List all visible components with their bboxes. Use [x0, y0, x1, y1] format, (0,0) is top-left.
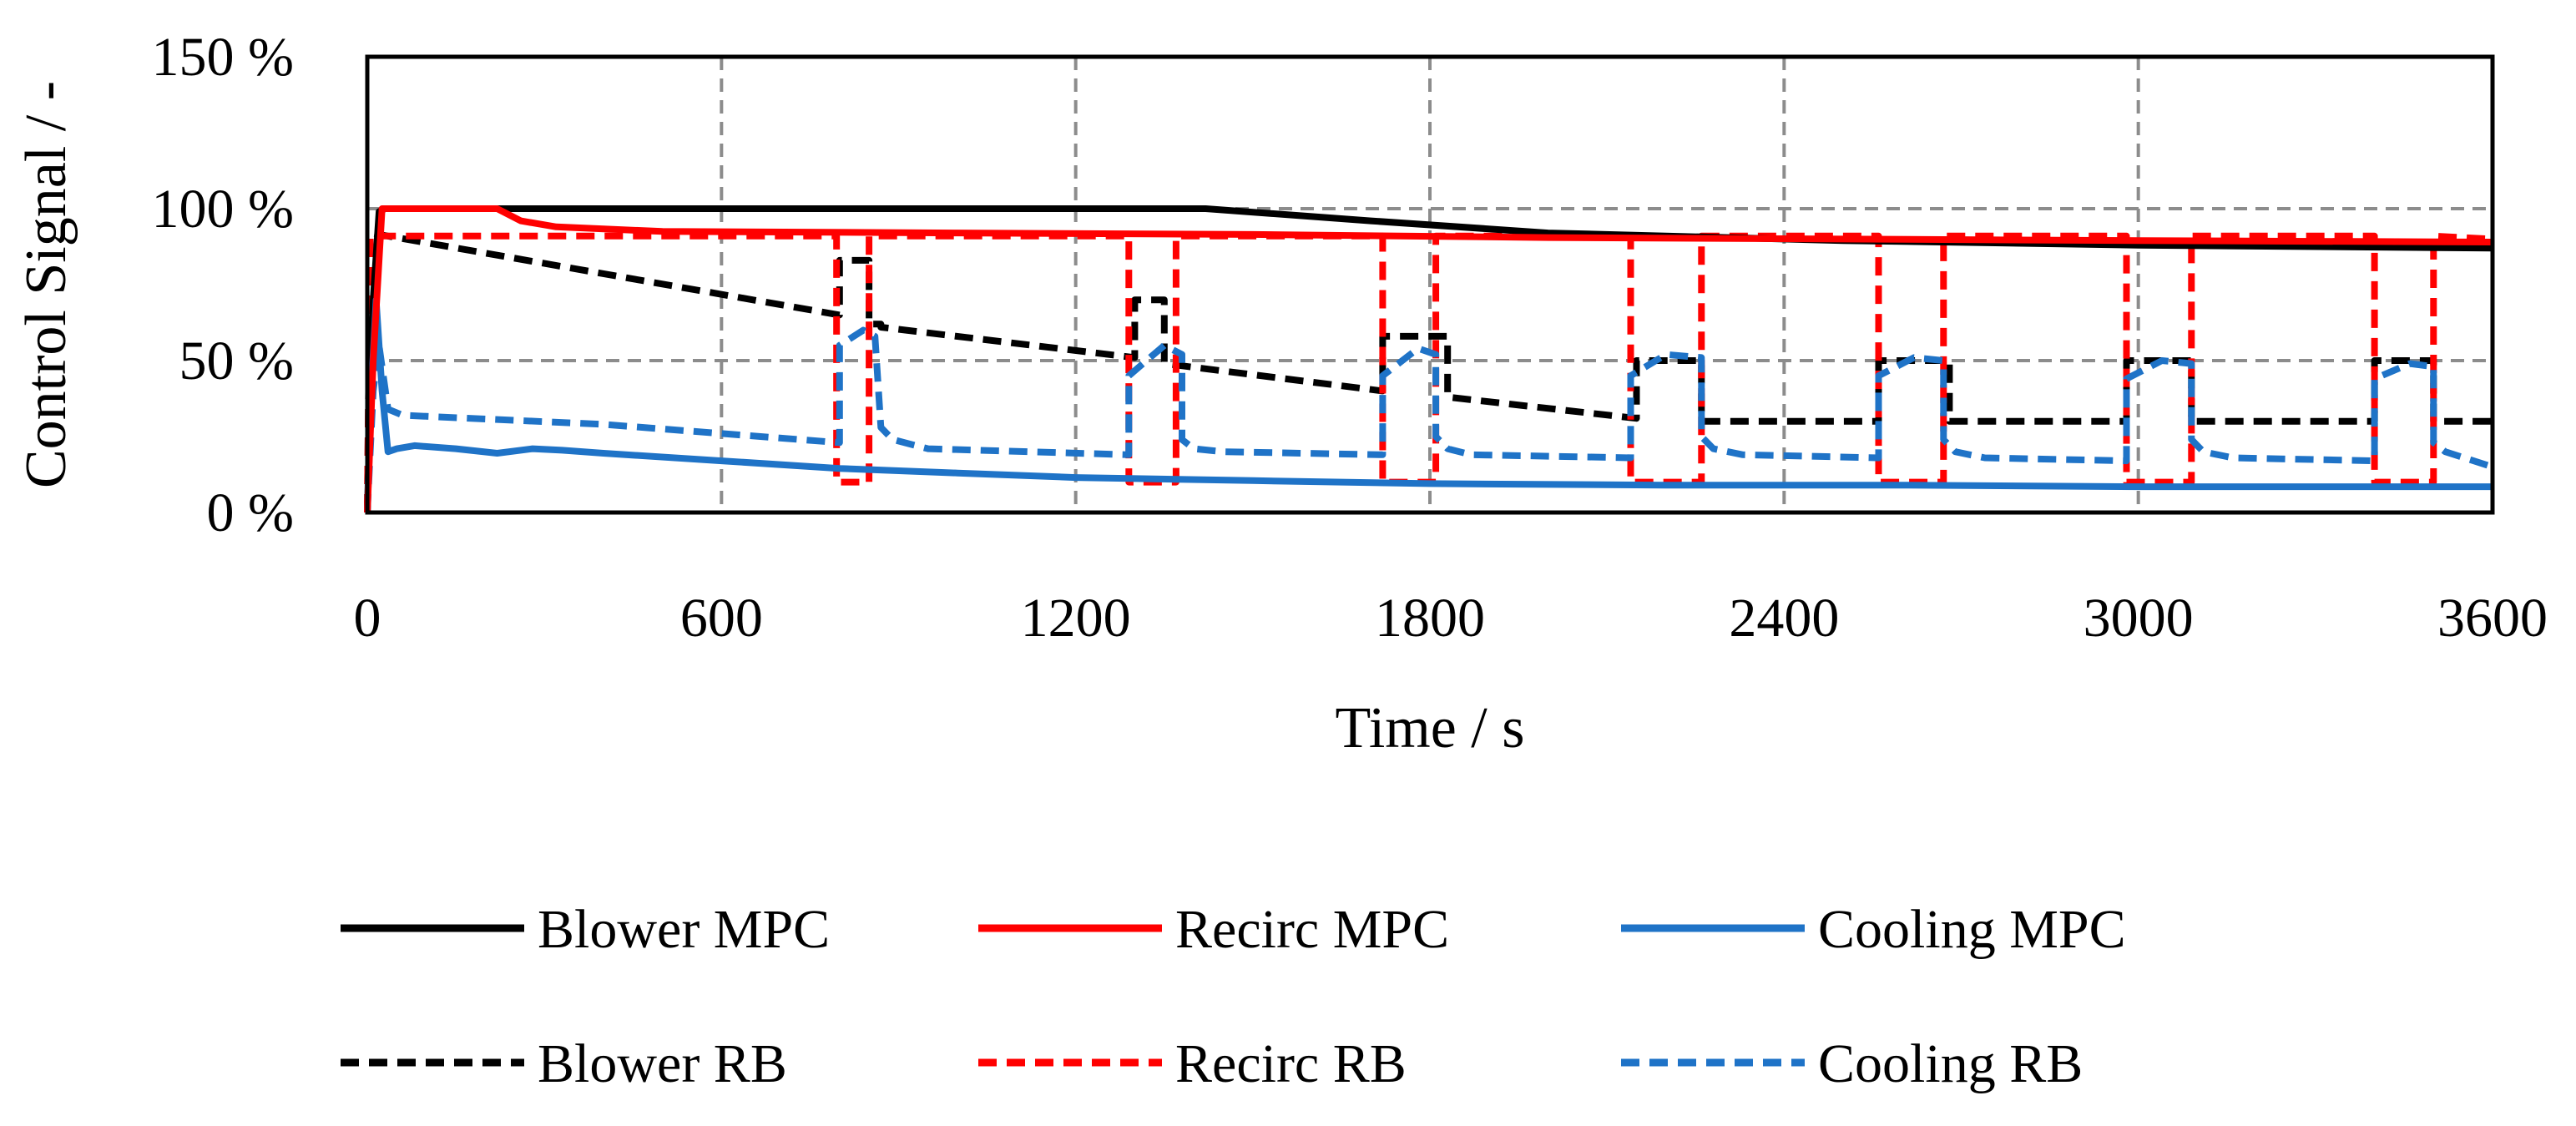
y-tick-label: 100 %	[152, 179, 294, 240]
x-axis-tick-labels: 0 600 1200 1800 2400 3000 3600	[354, 588, 2548, 649]
legend-item-blower-mpc: Blower MPC	[341, 899, 830, 960]
legend-label: Cooling RB	[1818, 1033, 2083, 1094]
y-tick-label: 50 %	[179, 331, 294, 391]
series-layer	[364, 205, 2494, 513]
series-line-cooling-mpc	[364, 296, 2493, 513]
y-axis-title: Control Signal / -	[14, 81, 78, 488]
y-tick-label: 150 %	[152, 27, 294, 88]
series-line-cooling-rb	[364, 326, 2494, 513]
legend-item-recirc-mpc: Recirc MPC	[978, 899, 1449, 960]
x-axis-title: Time / s	[1336, 696, 1525, 760]
y-tick-label: 0 %	[207, 482, 294, 543]
legend-label: Recirc RB	[1175, 1033, 1407, 1094]
x-tick-label: 1800	[1375, 588, 1485, 649]
legend-label: Blower MPC	[538, 899, 830, 960]
y-axis-tick-labels: 0 % 50 % 100 % 150 %	[152, 27, 294, 543]
x-tick-label: 3000	[2084, 588, 2194, 649]
legend-label: Blower RB	[538, 1033, 787, 1094]
legend-label: Cooling MPC	[1818, 899, 2126, 960]
legend-item-cooling-mpc: Cooling MPC	[1621, 899, 2126, 960]
x-tick-label: 1200	[1021, 588, 1131, 649]
legend: Blower MPC Recirc MPC Cooling MPC Blower RB…	[341, 899, 2126, 1094]
plot-area-frame	[365, 54, 2495, 515]
x-tick-label: 3600	[2437, 588, 2548, 649]
legend-item-blower-rb: Blower RB	[341, 1033, 787, 1094]
x-tick-label: 2400	[1729, 588, 1839, 649]
x-tick-label: 600	[680, 588, 763, 649]
series-line-recirc-mpc	[364, 205, 2493, 513]
legend-item-recirc-rb: Recirc RB	[978, 1033, 1407, 1094]
x-tick-label: 0	[354, 588, 381, 649]
legend-label: Recirc MPC	[1175, 899, 1449, 960]
legend-item-cooling-rb: Cooling RB	[1621, 1033, 2083, 1094]
